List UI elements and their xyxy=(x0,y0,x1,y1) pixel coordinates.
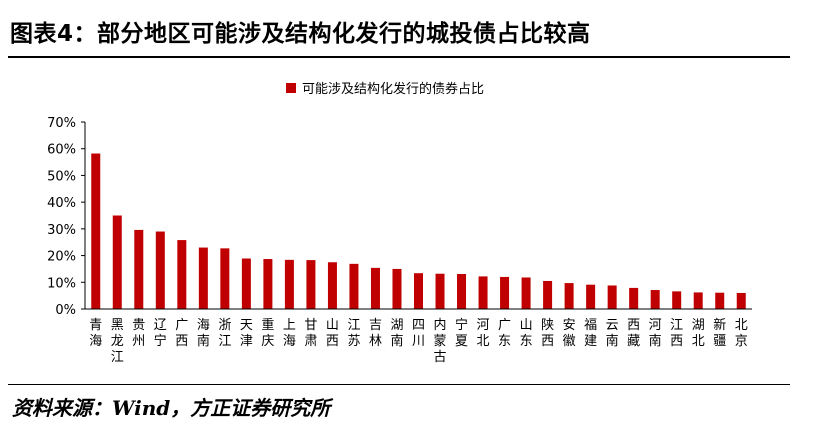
y-tick-label: 30% xyxy=(47,223,76,238)
bar xyxy=(220,248,230,309)
x-tick-label: 广东 xyxy=(498,318,511,349)
x-axis: 青海黑龙江贵州辽宁广西海南浙江天津重庆上海甘肃山西江苏吉林湖南四川内蒙古宁夏河北… xyxy=(85,308,752,365)
x-tick-label: 江苏 xyxy=(347,318,360,349)
x-tick-label: 辽宁 xyxy=(154,318,167,349)
bar xyxy=(177,240,187,309)
bar xyxy=(263,259,273,309)
bar xyxy=(586,284,596,309)
legend-swatch xyxy=(286,83,296,93)
x-tick-label: 重庆 xyxy=(261,317,274,349)
bar xyxy=(457,274,467,309)
x-tick-label: 天津 xyxy=(240,318,253,349)
legend-label: 可能涉及结构化发行的债券占比 xyxy=(302,81,484,97)
x-tick-label: 湖南 xyxy=(390,318,403,349)
bar xyxy=(564,283,574,309)
bar xyxy=(392,268,402,309)
bar xyxy=(349,263,359,309)
y-tick-label: 60% xyxy=(47,143,76,158)
y-tick-label: 50% xyxy=(47,169,76,184)
bar xyxy=(693,292,703,309)
chart-legend: 可能涉及结构化发行的债券占比 xyxy=(286,81,484,97)
page-title: 图表4：部分地区可能涉及结构化发行的城投债占比较高 xyxy=(10,21,591,47)
x-tick-label: 云南 xyxy=(606,318,619,349)
x-tick-label: 吉林 xyxy=(369,318,382,349)
bar xyxy=(478,276,488,309)
x-tick-label: 甘肃 xyxy=(304,318,317,349)
x-tick-label: 内蒙古 xyxy=(434,317,447,365)
bar xyxy=(155,231,165,309)
bar xyxy=(500,276,510,309)
bar xyxy=(306,260,316,309)
x-tick-label: 河南 xyxy=(649,318,662,349)
bar xyxy=(650,290,660,309)
x-tick-label: 北京 xyxy=(735,318,748,349)
x-tick-label: 西藏 xyxy=(627,318,640,349)
x-tick-label: 黑龙江 xyxy=(111,318,124,365)
y-tick-label: 40% xyxy=(47,196,76,211)
bar xyxy=(715,292,725,309)
x-tick-label: 海南 xyxy=(197,318,210,349)
x-tick-label: 山西 xyxy=(326,318,339,349)
bar xyxy=(435,273,445,309)
x-tick-label: 安徽 xyxy=(563,318,576,349)
bar-chart: 可能涉及结构化发行的债券占比 0% 10% 20% 30% 40% 50% 60% 70% 青… xyxy=(47,81,752,365)
source-divider xyxy=(8,384,790,385)
x-tick-label: 青海 xyxy=(89,318,102,349)
source-note: 资料来源：Wind，方正证券研究所 xyxy=(12,396,331,420)
bar xyxy=(607,285,617,309)
x-tick-label: 江西 xyxy=(670,318,683,349)
bar xyxy=(198,247,208,309)
bar xyxy=(134,229,144,309)
x-tick-label: 贵州 xyxy=(132,318,145,349)
x-tick-label: 湖北 xyxy=(692,318,705,349)
x-tick-label: 四川 xyxy=(412,318,425,349)
bar xyxy=(91,153,101,309)
x-tick-label: 浙江 xyxy=(218,318,231,349)
x-tick-label: 福建 xyxy=(584,318,597,349)
title-divider xyxy=(8,56,790,58)
bar xyxy=(629,287,639,309)
x-tick-label: 广西 xyxy=(175,318,188,349)
y-axis: 0% 10% 20% 30% 40% 50% 60% 70% xyxy=(47,116,86,318)
bar xyxy=(241,258,251,309)
bar xyxy=(414,273,423,309)
bar xyxy=(736,292,746,309)
x-tick-label: 新疆 xyxy=(713,317,726,349)
bar xyxy=(521,277,531,309)
y-tick-label: 20% xyxy=(47,250,76,265)
x-tick-label: 上海 xyxy=(283,318,296,349)
bar xyxy=(370,267,380,309)
bar xyxy=(284,259,294,309)
bar xyxy=(672,291,682,309)
y-tick-label: 10% xyxy=(47,276,76,291)
x-tick-label: 陕西 xyxy=(541,318,554,349)
y-tick-label: 0% xyxy=(55,303,76,318)
x-tick-label: 山东 xyxy=(520,318,533,349)
bar xyxy=(112,215,122,309)
x-tick-label: 宁夏 xyxy=(455,317,468,349)
bars-group xyxy=(91,153,746,309)
x-tick-label: 河北 xyxy=(477,318,490,349)
bar xyxy=(543,280,553,309)
y-tick-label: 70% xyxy=(47,116,76,131)
bar xyxy=(327,262,337,309)
